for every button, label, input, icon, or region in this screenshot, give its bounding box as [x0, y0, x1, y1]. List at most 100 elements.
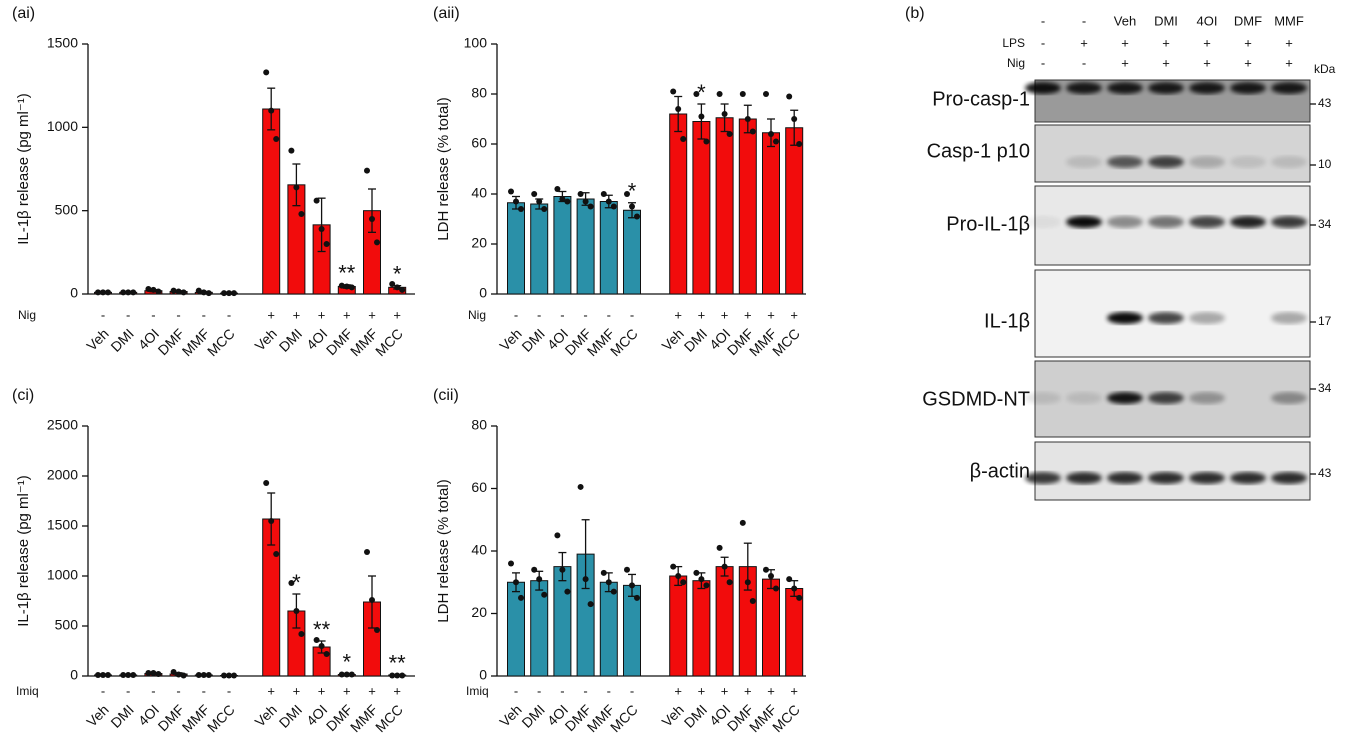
y-tick-label: 1000: [47, 118, 78, 134]
data-point: [181, 289, 187, 295]
data-point: [693, 570, 699, 576]
figure: (ai)IL-1β release (pg ml⁻¹)050010001500N…: [0, 0, 1354, 746]
data-point: [536, 576, 542, 582]
band: [1189, 472, 1225, 484]
significance: **: [313, 617, 331, 642]
data-point: [583, 576, 589, 582]
band: [1189, 312, 1225, 324]
row-value: +: [721, 307, 729, 322]
panel-label: (aii): [433, 5, 460, 22]
data-point: [231, 673, 237, 679]
band: [1066, 472, 1102, 484]
band: [1107, 156, 1143, 168]
data-point: [206, 290, 212, 296]
data-point: [601, 191, 607, 197]
treatment-value: +: [1203, 55, 1211, 70]
data-point: [698, 114, 704, 120]
band: [1025, 82, 1061, 94]
data-point: [796, 595, 802, 601]
bar: [508, 203, 525, 294]
treatment-value: DMI: [1154, 13, 1178, 28]
band: [1271, 312, 1307, 324]
bar: [624, 210, 641, 294]
bar: [554, 567, 571, 676]
data-point: [324, 651, 330, 657]
bar: [763, 579, 780, 676]
row-value: +: [318, 307, 326, 322]
data-point: [155, 671, 161, 677]
data-point: [531, 191, 537, 197]
band-label: IL-1β: [984, 310, 1030, 332]
data-point: [145, 286, 151, 292]
treatment-value: +: [1285, 55, 1293, 70]
y-axis-label: LDH release (% total): [435, 479, 452, 622]
y-tick-label: 2000: [47, 467, 78, 483]
treatment-value: -: [1082, 55, 1086, 70]
x-tick-label: MCC: [769, 325, 803, 359]
row-value: -: [514, 683, 518, 698]
row-value: -: [514, 307, 518, 322]
data-point: [763, 91, 769, 97]
data-point: [578, 484, 584, 490]
bar: [600, 202, 617, 295]
treatment-value: -: [1082, 13, 1086, 28]
band-label: Casp-1 p10: [927, 140, 1030, 162]
data-point: [518, 206, 524, 212]
y-tick-label: 80: [471, 85, 487, 101]
blot-strip: [1035, 125, 1310, 182]
band: [1066, 82, 1102, 94]
data-point: [588, 601, 594, 607]
x-tick-label: Veh: [659, 325, 687, 353]
x-tick-label: MMF: [347, 325, 381, 359]
bar: [716, 118, 733, 294]
band: [1271, 156, 1307, 168]
data-point: [513, 199, 519, 205]
data-point: [675, 573, 681, 579]
y-tick-label: 20: [471, 235, 487, 251]
data-point: [105, 289, 111, 295]
x-tick-label: MCC: [204, 701, 238, 735]
data-point: [298, 211, 304, 217]
panel-label: (b): [905, 5, 925, 22]
row-value: -: [176, 307, 180, 322]
x-tick-label: DMI: [518, 325, 547, 354]
row-value: +: [293, 307, 301, 322]
x-tick-label: DMI: [276, 325, 305, 354]
y-tick-label: 100: [464, 35, 488, 51]
data-point: [273, 551, 279, 557]
y-tick-label: 40: [471, 185, 487, 201]
data-point: [293, 184, 299, 190]
data-point: [105, 672, 111, 678]
band: [1066, 392, 1102, 404]
data-point: [564, 589, 570, 595]
data-point: [763, 567, 769, 573]
data-point: [268, 108, 274, 114]
treatment-value: +: [1162, 35, 1170, 50]
x-tick-label: MCC: [607, 325, 641, 359]
data-point: [745, 116, 751, 122]
band: [1107, 312, 1143, 324]
data-point: [374, 627, 380, 633]
data-point: [740, 91, 746, 97]
data-point: [531, 567, 537, 573]
row-value: +: [267, 307, 275, 322]
row-value: +: [721, 683, 729, 698]
data-point: [791, 116, 797, 122]
x-tick-label: Veh: [252, 325, 280, 353]
row-value: +: [790, 683, 798, 698]
x-tick-label: DMF: [323, 701, 356, 734]
band: [1230, 216, 1266, 228]
data-point: [559, 567, 565, 573]
data-point: [273, 136, 279, 142]
kda-label: 34: [1318, 217, 1332, 231]
data-point: [201, 289, 207, 295]
panel-label: (ci): [12, 387, 34, 404]
row-value: -: [537, 683, 541, 698]
x-tick-label: Veh: [496, 701, 524, 729]
row-value: -: [202, 683, 206, 698]
row-value: +: [368, 683, 376, 698]
data-point: [601, 570, 607, 576]
y-tick-label: 80: [471, 417, 487, 433]
data-point: [508, 561, 514, 567]
bar: [786, 589, 803, 677]
